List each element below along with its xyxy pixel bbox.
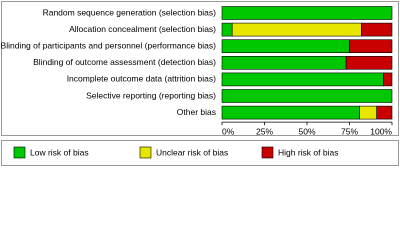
x-tick-label: 75% xyxy=(341,126,358,136)
bar-segment xyxy=(221,6,393,20)
category-label: Blinding of outcome assessment (detectio… xyxy=(33,57,216,67)
x-tick-label: 50% xyxy=(298,126,315,136)
category-label: Blinding of participants and personnel (… xyxy=(1,40,217,50)
bar-segment xyxy=(345,55,393,70)
bar-segment xyxy=(221,89,393,103)
bar-segment xyxy=(349,39,393,54)
bar-segment xyxy=(231,22,362,37)
legend-label: High risk of bias xyxy=(278,147,338,157)
category-label: Other bias xyxy=(177,107,216,117)
bar-segment xyxy=(221,22,233,37)
bar-segment xyxy=(361,22,393,37)
category-label: Incomplete outcome data (attrition bias) xyxy=(67,74,216,84)
x-tick-label: 25% xyxy=(256,126,273,136)
legend-label: Unclear risk of bias xyxy=(156,147,228,157)
chart: Random sequence generation (selection bi… xyxy=(1,1,399,166)
x-tick-label: 0% xyxy=(222,126,235,136)
bar-segment xyxy=(221,105,360,120)
chart-frame xyxy=(1,1,399,136)
category-label: Selective reporting (reporting bias) xyxy=(86,90,216,100)
category-label: Allocation concealment (selection bias) xyxy=(69,24,216,34)
legend-swatch xyxy=(139,146,152,159)
bar-segment xyxy=(221,55,347,70)
bar-segment xyxy=(383,72,393,87)
legend-swatch xyxy=(261,146,274,159)
legend-label: Low risk of bias xyxy=(30,147,89,157)
bar-segment xyxy=(221,39,350,54)
bar-segment xyxy=(221,72,384,87)
category-label: Random sequence generation (selection bi… xyxy=(43,7,217,17)
legend-swatch xyxy=(13,146,26,159)
x-tick-label: 100% xyxy=(370,126,392,136)
bar-segment xyxy=(376,105,393,120)
legend-frame xyxy=(1,140,399,166)
bar-segment xyxy=(359,105,378,120)
